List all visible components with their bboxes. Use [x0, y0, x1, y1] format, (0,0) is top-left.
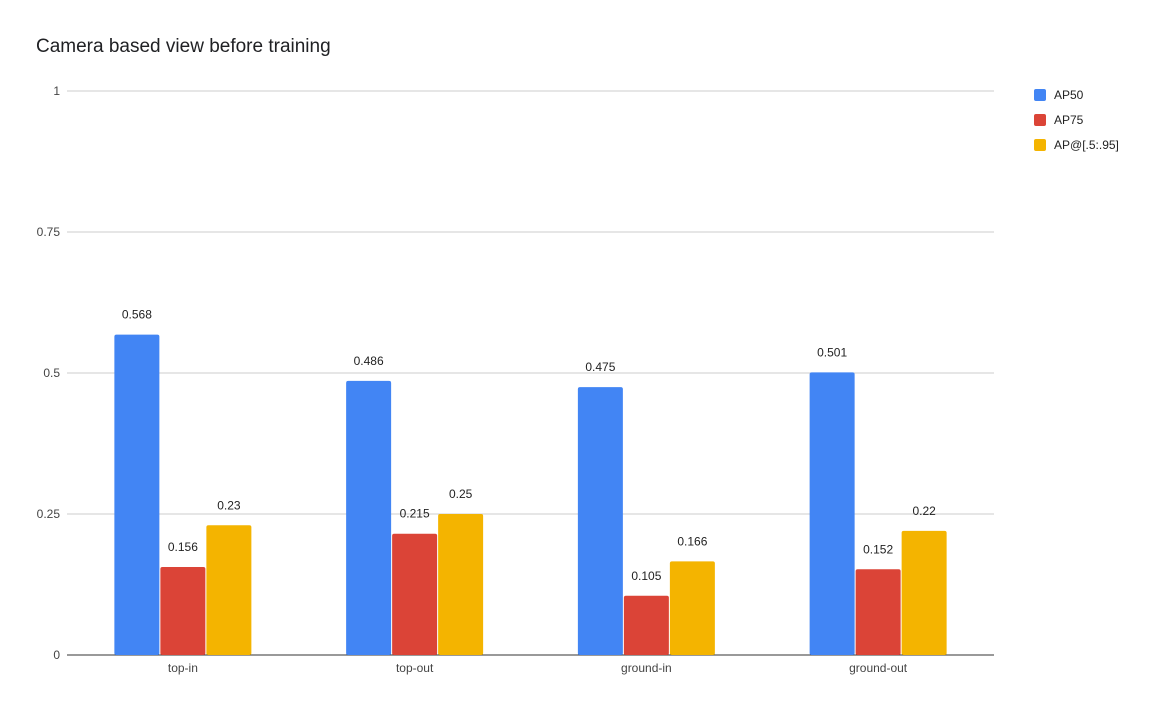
- data-label: 0.486: [354, 354, 384, 368]
- bar-ap75-ground-in: [623, 595, 669, 655]
- bar-ap75-ground-out: [855, 569, 901, 655]
- data-label: 0.25: [449, 487, 473, 501]
- y-tick-label: 0.5: [43, 366, 60, 380]
- legend-label: AP50: [1054, 87, 1084, 102]
- legend-swatch: [1034, 88, 1046, 101]
- legend: AP50 AP75 AP@[.5:.95]: [1034, 82, 1119, 157]
- data-label: 0.23: [217, 498, 241, 512]
- y-tick-label: 0.75: [37, 225, 61, 239]
- data-label: 0.156: [168, 540, 198, 554]
- y-tick-label: 0: [53, 648, 60, 662]
- bar-ap50-top-out: [346, 380, 392, 655]
- x-tick-label: ground-in: [621, 661, 672, 675]
- bar-ap-5-95--top-in: [206, 525, 252, 655]
- bars: [114, 334, 947, 655]
- data-label: 0.568: [122, 308, 152, 322]
- bar-ap75-top-in: [160, 567, 206, 655]
- x-tick-label: top-in: [168, 661, 198, 675]
- bar-ap50-top-in: [114, 334, 160, 655]
- bar-ap50-ground-out: [809, 372, 855, 655]
- data-label: 0.166: [677, 534, 707, 548]
- legend-item: AP50: [1034, 82, 1119, 107]
- bar-ap50-ground-in: [577, 387, 623, 655]
- legend-label: AP@[.5:.95]: [1054, 137, 1119, 152]
- legend-item: AP@[.5:.95]: [1034, 132, 1119, 157]
- bar-ap-5-95--ground-out: [901, 530, 947, 655]
- chart-title: Camera based view before training: [36, 36, 331, 57]
- data-label: 0.22: [912, 504, 936, 518]
- data-label: 0.475: [585, 360, 615, 374]
- legend-swatch: [1034, 138, 1046, 151]
- data-label: 0.215: [400, 507, 430, 521]
- x-tick-label: ground-out: [849, 661, 908, 675]
- legend-label: AP75: [1054, 112, 1084, 127]
- bar-ap-5-95--top-out: [438, 514, 484, 655]
- y-tick-label: 0.25: [37, 507, 61, 521]
- data-label: 0.501: [817, 345, 847, 359]
- bar-ap-5-95--ground-in: [669, 561, 715, 655]
- labels: 0 0.25 0.5 0.75 1 0.568 0.156 0.23 top-in 0.486 0.…: [37, 84, 936, 675]
- legend-item: AP75: [1034, 107, 1119, 132]
- y-tick-label: 1: [53, 84, 60, 98]
- data-label: 0.152: [863, 542, 893, 556]
- legend-swatch: [1034, 113, 1046, 126]
- gridlines: [67, 90, 994, 656]
- data-label: 0.105: [631, 569, 661, 583]
- x-tick-label: top-out: [396, 661, 434, 675]
- bar-ap75-top-out: [392, 533, 438, 655]
